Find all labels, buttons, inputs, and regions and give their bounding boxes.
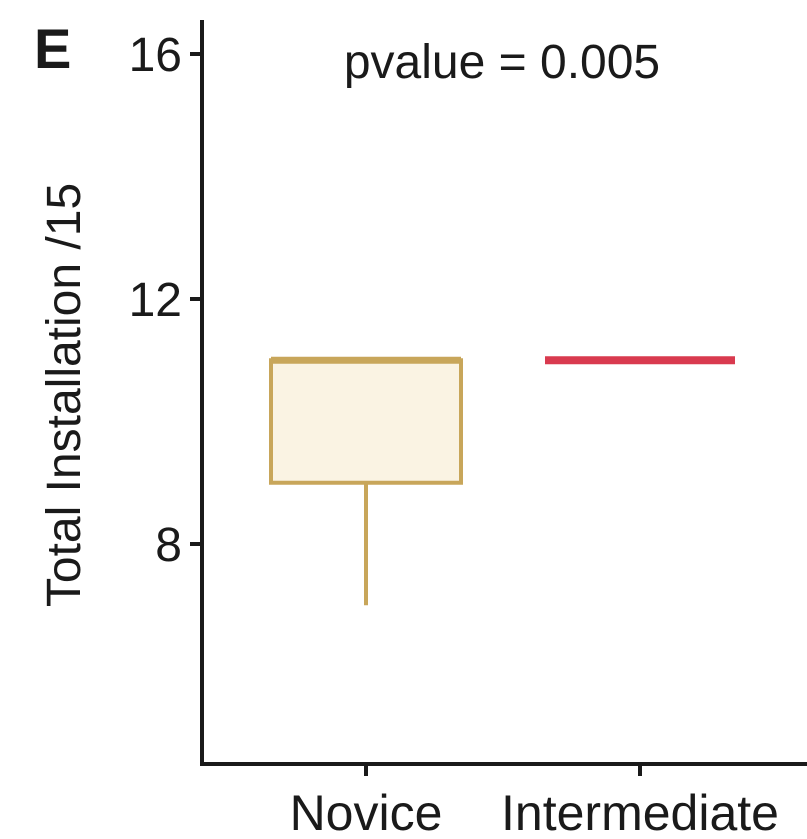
pvalue-annotation: pvalue = 0.005 xyxy=(344,36,660,89)
x-tick-label: Intermediate xyxy=(501,785,779,839)
y-tick-label: 12 xyxy=(129,274,182,327)
box-novice xyxy=(269,356,463,606)
y-axis-ticks: 8 12 16 xyxy=(129,29,202,572)
x-tick-label: Novice xyxy=(290,785,443,839)
boxes-group xyxy=(269,356,735,606)
y-axis-label: Total Installation /15 xyxy=(38,183,91,607)
panel-label: E xyxy=(34,17,71,80)
y-tick-label: 16 xyxy=(129,29,182,82)
y-tick-label: 8 xyxy=(155,519,182,572)
box-body xyxy=(269,358,463,485)
x-axis-ticks: Novice Intermediate xyxy=(290,764,779,839)
